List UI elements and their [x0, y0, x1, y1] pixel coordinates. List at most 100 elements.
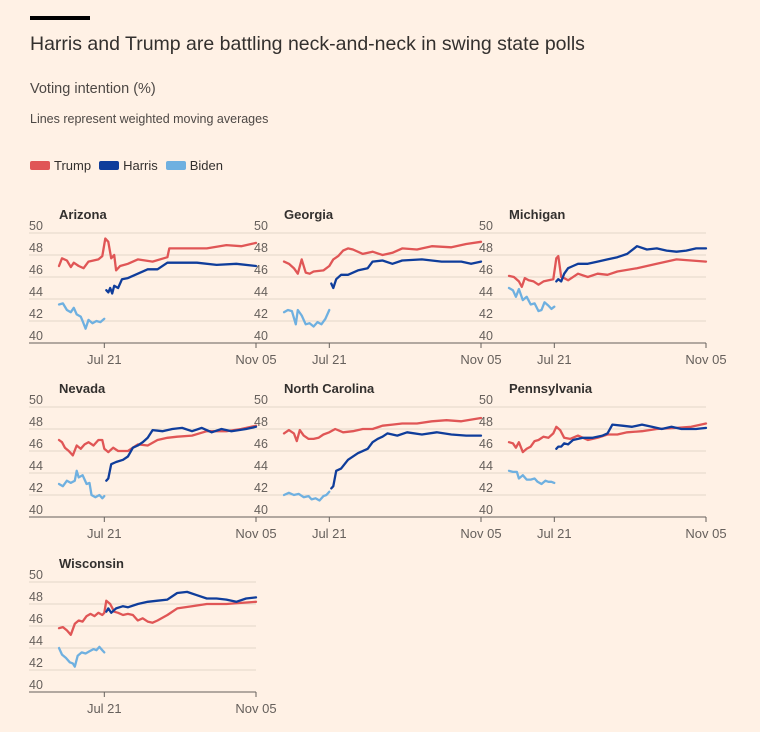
series-line-trump-nevada — [57, 424, 258, 457]
y-tick-label: 48 — [254, 415, 268, 429]
panel-title-pennsylvania: Pennsylvania — [509, 381, 593, 396]
y-tick-label: 40 — [29, 678, 43, 692]
panel-north-carolina: North Carolina 50 48 46 44 42 40 Jul 21 Nov 05 — [254, 381, 502, 541]
y-tick-label: 40 — [29, 329, 43, 343]
panel-wisconsin: Wisconsin 50 48 46 44 42 40 Jul 21 Nov 05 — [29, 556, 277, 716]
legend-swatch-trump — [30, 161, 50, 170]
series-line-trump-arizona — [57, 237, 258, 272]
panel-arizona: Arizona 50 48 46 44 42 40 Jul 21 Nov 05 — [29, 207, 277, 367]
series-line-biden-wisconsin — [57, 645, 106, 668]
series-line-trump-wisconsin — [57, 599, 258, 636]
y-tick-label: 50 — [254, 393, 268, 407]
series-line-harris-arizona — [105, 261, 258, 295]
series-line-harris-north-carolina — [330, 431, 483, 490]
y-tick-label: 48 — [479, 241, 493, 255]
legend-label-harris: Harris — [123, 158, 158, 173]
panel-pennsylvania: Pennsylvania 50 48 46 44 42 40 Jul 21 Nov 05 — [479, 381, 727, 541]
y-tick-label: 48 — [254, 241, 268, 255]
legend-label-biden: Biden — [189, 158, 223, 173]
series-line-harris-wisconsin — [105, 590, 258, 614]
legend-item-trump: Trump — [30, 158, 91, 173]
y-tick-label: 40 — [479, 329, 493, 343]
panel-title-nevada: Nevada — [59, 381, 106, 396]
y-tick-label: 44 — [479, 459, 493, 473]
x-tick-label: Nov 05 — [235, 352, 276, 367]
y-tick-label: 50 — [29, 393, 43, 407]
y-tick-label: 50 — [479, 219, 493, 233]
legend-item-biden: Biden — [165, 158, 223, 173]
y-tick-label: 44 — [29, 285, 43, 299]
series-line-trump-north-carolina — [282, 416, 483, 443]
y-tick-label: 44 — [254, 459, 268, 473]
chart-title: Harris and Trump are battling neck-and-n… — [30, 33, 585, 55]
legend-swatch-harris — [99, 161, 120, 170]
x-tick-label: Nov 05 — [235, 701, 276, 716]
panel-title-michigan: Michigan — [509, 207, 565, 222]
y-tick-label: 42 — [29, 656, 43, 670]
y-tick-label: 40 — [254, 503, 268, 517]
x-tick-label: Jul 21 — [87, 701, 122, 716]
legend-label-trump: Trump — [54, 158, 92, 173]
top-rule — [30, 16, 90, 20]
series-line-biden-michigan — [507, 286, 556, 313]
panel-georgia: Georgia 50 48 46 44 42 40 Jul 21 Nov 05 — [254, 207, 502, 367]
y-tick-label: 46 — [254, 437, 268, 451]
series-line-biden-nevada — [57, 469, 106, 500]
y-tick-label: 50 — [29, 219, 43, 233]
series-line-biden-pennsylvania — [507, 469, 556, 486]
y-tick-label: 46 — [29, 612, 43, 626]
y-tick-label: 42 — [254, 307, 268, 321]
y-tick-label: 46 — [254, 263, 268, 277]
series-line-harris-pennsylvania — [555, 423, 708, 450]
y-tick-label: 40 — [479, 503, 493, 517]
panel-michigan: Michigan 50 48 46 44 42 40 Jul 21 Nov 05 — [479, 207, 727, 367]
y-tick-label: 48 — [29, 241, 43, 255]
y-tick-label: 46 — [479, 437, 493, 451]
y-tick-label: 40 — [254, 329, 268, 343]
y-tick-label: 42 — [254, 481, 268, 495]
series-line-harris-nevada — [105, 425, 258, 482]
y-tick-label: 48 — [29, 415, 43, 429]
legend-swatch-biden — [165, 161, 186, 170]
panel-nevada: Nevada 50 48 46 44 42 40 Jul 21 Nov 05 — [29, 381, 277, 541]
y-tick-label: 50 — [254, 219, 268, 233]
legend: Trump Harris Biden — [30, 158, 223, 173]
x-tick-label: Nov 05 — [460, 352, 501, 367]
y-tick-label: 46 — [29, 437, 43, 451]
y-tick-label: 42 — [479, 307, 493, 321]
series-line-trump-georgia — [282, 240, 483, 275]
y-tick-label: 46 — [29, 263, 43, 277]
legend-item-harris: Harris — [99, 158, 158, 173]
series-line-harris-michigan — [555, 245, 708, 283]
y-tick-label: 44 — [29, 634, 43, 648]
series-line-biden-georgia — [282, 308, 331, 328]
y-tick-label: 50 — [29, 568, 43, 582]
y-tick-label: 44 — [29, 459, 43, 473]
panel-title-wisconsin: Wisconsin — [59, 556, 124, 571]
y-tick-label: 46 — [479, 263, 493, 277]
series-line-biden-arizona — [57, 302, 106, 330]
x-tick-label: Jul 21 — [312, 526, 347, 541]
y-tick-label: 44 — [479, 285, 493, 299]
chart-subtitle: Voting intention (%) — [30, 81, 156, 97]
x-tick-label: Jul 21 — [87, 352, 122, 367]
panel-title-georgia: Georgia — [284, 207, 334, 222]
series-line-biden-north-carolina — [282, 490, 331, 502]
y-tick-label: 50 — [479, 393, 493, 407]
y-tick-label: 42 — [479, 481, 493, 495]
y-tick-label: 44 — [254, 285, 268, 299]
x-tick-label: Jul 21 — [87, 526, 122, 541]
chart-note: Lines represent weighted moving averages — [30, 112, 269, 126]
panel-title-north-carolina: North Carolina — [284, 381, 375, 396]
y-tick-label: 40 — [29, 503, 43, 517]
x-tick-label: Nov 05 — [235, 526, 276, 541]
series-line-trump-pennsylvania — [507, 422, 708, 454]
series-line-harris-georgia — [330, 258, 483, 290]
series-line-trump-michigan — [507, 254, 708, 289]
x-tick-label: Jul 21 — [537, 526, 572, 541]
y-tick-label: 42 — [29, 307, 43, 321]
y-tick-label: 42 — [29, 481, 43, 495]
x-tick-label: Nov 05 — [685, 526, 726, 541]
x-tick-label: Jul 21 — [537, 352, 572, 367]
